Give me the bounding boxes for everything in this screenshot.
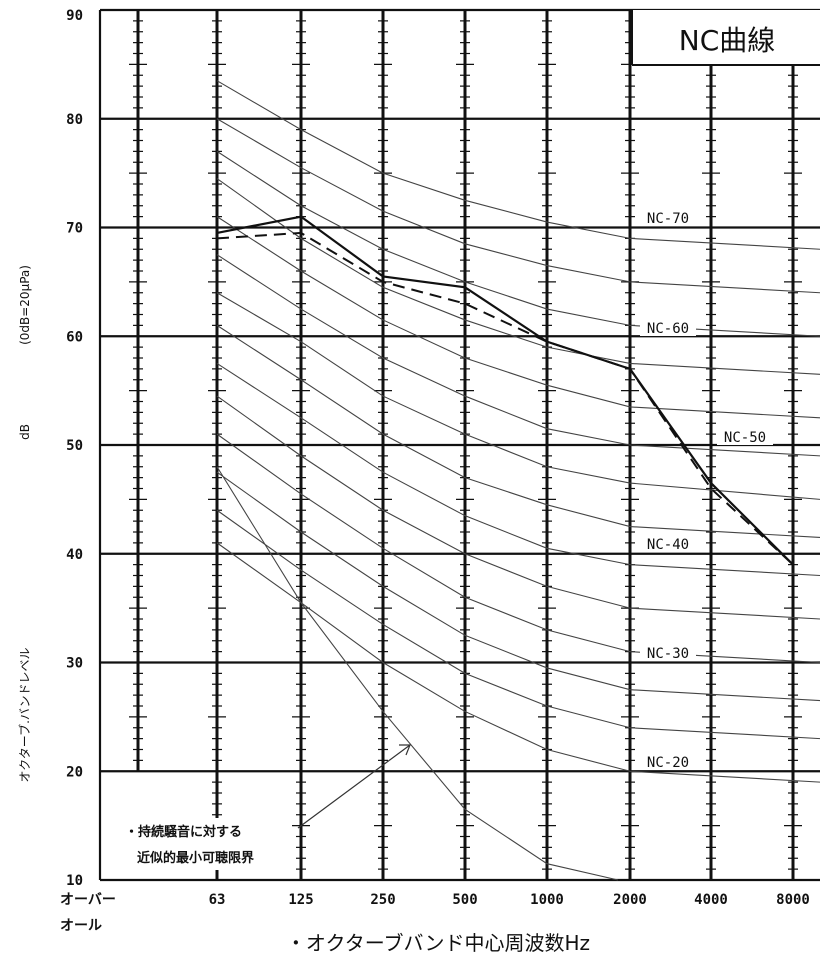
annotation-bg xyxy=(122,818,290,870)
nc-curve-5 xyxy=(216,254,820,457)
y-tick-50: 50 xyxy=(66,438,83,454)
nc-label-bg xyxy=(640,210,696,226)
x-axis-title: ・オクターブバンド中心周波数Hz xyxy=(286,931,590,955)
nc-label-bg xyxy=(717,429,773,445)
nc-label-40: NC-40 xyxy=(647,537,689,553)
grid-lines xyxy=(98,8,820,882)
annotation-line2: 近似的最小可聴限界 xyxy=(137,850,254,866)
nc-label-60: NC-60 xyxy=(647,321,689,337)
y-tick-40: 40 xyxy=(66,547,83,563)
nc-curve-12 xyxy=(216,509,820,740)
nc-curve-6 xyxy=(216,292,820,500)
nc-curve-9 xyxy=(216,395,820,620)
nc-curve-8 xyxy=(216,362,820,577)
y-tick-60: 60 xyxy=(66,329,83,345)
nc-label-50: NC-50 xyxy=(724,430,766,446)
ylabel-unit: dB xyxy=(18,424,32,440)
nc-label-20: NC-20 xyxy=(647,755,689,771)
nc-curve-11 xyxy=(216,471,820,702)
y-tick-10: 10 xyxy=(66,873,83,889)
nc-label-bg xyxy=(640,645,696,661)
y-tick-30: 30 xyxy=(66,656,83,672)
nc-label-70: NC-70 xyxy=(647,211,689,227)
nc-curves xyxy=(216,80,820,881)
nc-curve-1 xyxy=(216,118,820,294)
x-tick-4000: 4000 xyxy=(694,892,728,908)
x-tick-63: 63 xyxy=(209,892,226,908)
nc-curve-0 xyxy=(216,80,820,250)
x-tick-overall: オーバー xyxy=(60,892,116,908)
title-box xyxy=(632,10,820,65)
y-tick-90: 90 xyxy=(66,8,83,24)
x-tick-500: 500 xyxy=(452,892,477,908)
x-tick-2000: 2000 xyxy=(613,892,647,908)
y-tick-80: 80 xyxy=(66,112,83,128)
x-tick-1000: 1000 xyxy=(530,892,564,908)
ylabel-ref: (0dB=20μPa) xyxy=(18,265,32,345)
nc-curve-3 xyxy=(216,178,820,375)
x-tick-overall-2: オール xyxy=(60,918,102,934)
y-tick-20: 20 xyxy=(66,764,83,780)
nc-curve-10 xyxy=(216,433,820,664)
threshold-curve xyxy=(216,466,619,881)
annotation-arrow xyxy=(297,744,411,829)
nc-curve-7 xyxy=(216,324,820,538)
ylabel-main: オクターブ.バンドレベル xyxy=(17,648,32,783)
nc-label-bg xyxy=(640,536,696,552)
nc-label-bg xyxy=(640,754,696,770)
x-tick-125: 125 xyxy=(288,892,313,908)
measured-dashed-line xyxy=(216,231,794,566)
y-tick-70: 70 xyxy=(66,221,83,237)
chart-title: NC曲線 xyxy=(679,24,776,57)
nc-curve-4 xyxy=(216,216,820,419)
nc-label-bg xyxy=(640,320,696,336)
annotation-line1: ・持続騒音に対する xyxy=(125,824,242,840)
x-tick-250: 250 xyxy=(370,892,395,908)
measured-solid-line xyxy=(216,215,794,566)
nc-curve-2 xyxy=(216,150,820,337)
x-tick-8000: 8000 xyxy=(776,892,810,908)
nc-labels: NC-70 NC-60 NC-50 NC-40 NC-30 NC-20 xyxy=(640,210,773,771)
measured-spectrum xyxy=(216,215,794,566)
arrow-head xyxy=(399,744,411,756)
nc-label-30: NC-30 xyxy=(647,646,689,662)
